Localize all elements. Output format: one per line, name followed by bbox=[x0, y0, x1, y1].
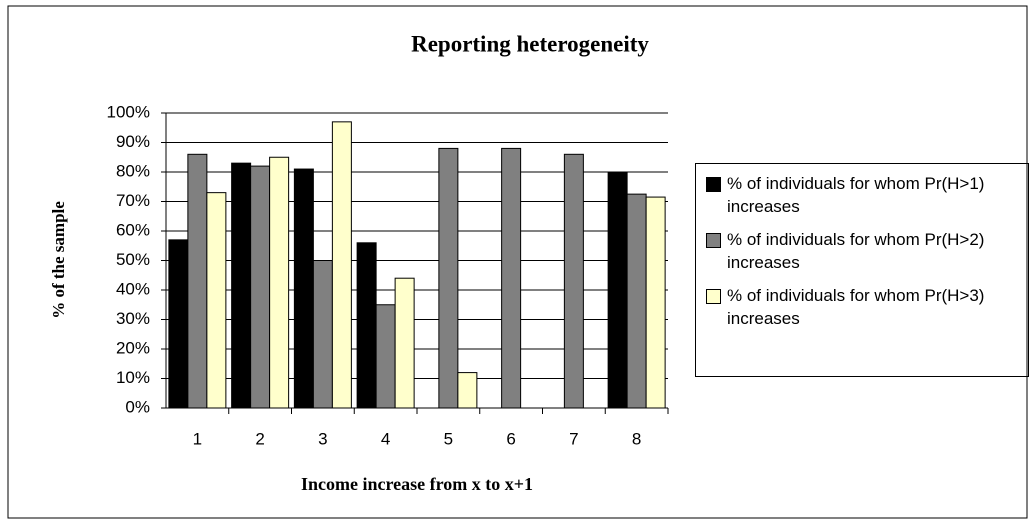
legend-label: % of individuals for whom Pr(H>1) increa… bbox=[727, 174, 985, 216]
y-tick-label: 0% bbox=[125, 397, 150, 416]
y-tick-label: 50% bbox=[116, 250, 150, 269]
y-tick-label: 30% bbox=[116, 309, 150, 328]
bar bbox=[563, 153, 584, 409]
legend-swatch bbox=[706, 177, 721, 192]
x-tick-label: 7 bbox=[569, 429, 578, 448]
y-tick-label: 60% bbox=[116, 220, 150, 239]
legend-label: % of individuals for whom Pr(H>2) increa… bbox=[727, 230, 985, 272]
y-tick-label: 10% bbox=[116, 368, 150, 387]
bar bbox=[375, 304, 396, 409]
chart-border bbox=[7, 5, 1028, 519]
bar bbox=[250, 165, 271, 409]
bar bbox=[231, 162, 252, 409]
y-tick-label: 100% bbox=[107, 102, 150, 121]
bar bbox=[501, 147, 522, 409]
legend-item: % of individuals for whom Pr(H>1) increa… bbox=[706, 172, 1028, 218]
x-axis-title: Income increase from x to x+1 bbox=[301, 474, 533, 494]
x-tick-label: 5 bbox=[444, 429, 453, 448]
x-tick-label: 2 bbox=[255, 429, 264, 448]
x-tick-label: 3 bbox=[318, 429, 327, 448]
bar bbox=[626, 193, 647, 409]
y-tick-label: 90% bbox=[116, 132, 150, 151]
x-tick-label: 8 bbox=[632, 429, 641, 448]
legend-item: % of individuals for whom Pr(H>2) increa… bbox=[706, 228, 1028, 274]
x-tick-label: 4 bbox=[381, 429, 390, 448]
x-tick-label: 1 bbox=[193, 429, 202, 448]
legend: % of individuals for whom Pr(H>1) increa… bbox=[695, 163, 1029, 377]
bar bbox=[607, 171, 628, 409]
bar bbox=[206, 192, 227, 409]
bar bbox=[168, 239, 189, 409]
bar bbox=[394, 277, 415, 409]
legend-swatch bbox=[706, 233, 721, 248]
bar bbox=[645, 196, 666, 409]
bar bbox=[312, 260, 333, 409]
legend-label: % of individuals for whom Pr(H>3) increa… bbox=[727, 286, 985, 328]
bar bbox=[187, 153, 208, 409]
bar bbox=[269, 156, 290, 409]
chart-title: Reporting heterogeneity bbox=[411, 31, 649, 56]
bar bbox=[356, 242, 377, 409]
y-tick-label: 40% bbox=[116, 279, 150, 298]
y-tick-label: 70% bbox=[116, 191, 150, 210]
y-axis-title: % of the sample bbox=[49, 201, 68, 319]
bar bbox=[331, 121, 352, 409]
bar bbox=[293, 168, 314, 409]
y-tick-label: 20% bbox=[116, 338, 150, 357]
legend-item: % of individuals for whom Pr(H>3) increa… bbox=[706, 284, 1028, 330]
x-tick-label: 6 bbox=[506, 429, 515, 448]
legend-swatch bbox=[706, 289, 721, 304]
bar bbox=[438, 147, 459, 409]
bar bbox=[457, 372, 478, 409]
y-tick-label: 80% bbox=[116, 161, 150, 180]
